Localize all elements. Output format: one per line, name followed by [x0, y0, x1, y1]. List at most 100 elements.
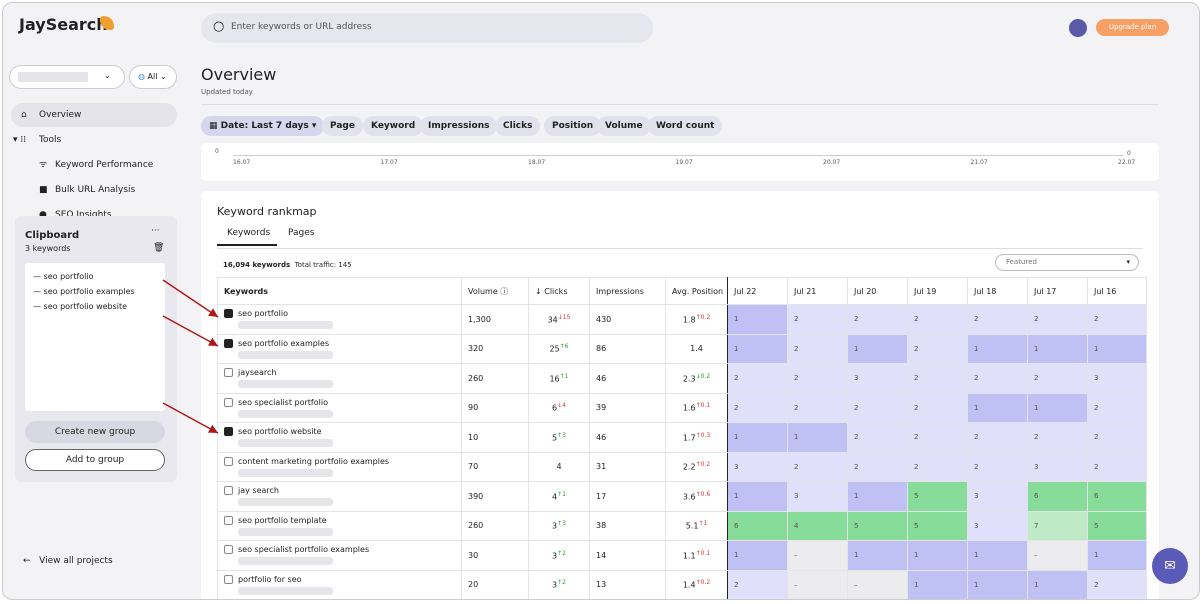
avatar[interactable] [1069, 19, 1087, 37]
rank-cell: 2 [967, 363, 1028, 394]
view-all-label: View all projects [39, 556, 113, 566]
checkbox[interactable] [224, 397, 233, 407]
column-label: Jul 21 [794, 286, 817, 296]
keyword-cell: seo portfolio template [217, 510, 462, 541]
checkbox[interactable] [224, 574, 233, 584]
change: ↑0.2 [695, 313, 711, 321]
clipboard-title: Clipboard [25, 230, 80, 241]
filter-label: Volume [605, 121, 643, 131]
change: ↑0.6 [695, 490, 711, 498]
impressions: 31 [589, 451, 666, 482]
filter-label: Word count [656, 121, 715, 131]
filter-pill[interactable]: ▦ Date: Last 7 days ▾ [201, 116, 325, 136]
date-label: 17.07 [380, 159, 398, 166]
tab-keywords[interactable]: Keywords [227, 228, 271, 238]
rank-cell: 5 [907, 481, 968, 512]
position: 2.3 [682, 374, 696, 384]
checkbox[interactable] [224, 515, 233, 525]
blurred-url [238, 527, 333, 536]
column-label: Keywords [224, 286, 269, 296]
keyword: seo portfolio examples [238, 338, 330, 348]
checkbox[interactable] [224, 427, 233, 437]
trash-icon[interactable]: 🗑 [153, 243, 165, 253]
change: ↑2 [557, 579, 566, 587]
rankmap-card: Keyword rankmap Keywords Pages 16,094 ke… [201, 191, 1159, 599]
column-label: Avg. Position [672, 286, 724, 296]
filter-pill[interactable]: Position [544, 116, 602, 136]
blurred-url [238, 557, 333, 566]
rank-cell: 7 [1027, 510, 1088, 541]
filter-pill[interactable]: Clicks [495, 116, 541, 136]
rank-cell: 1 [727, 422, 788, 453]
nav-overview[interactable]: ⌂ Overview [11, 103, 177, 127]
blurred-url [238, 498, 333, 507]
checkbox[interactable] [224, 456, 233, 466]
volume: 10 [461, 422, 529, 453]
project-select[interactable]: ⌄ [9, 65, 125, 89]
add-group-button[interactable]: Add to group [25, 449, 165, 471]
rank-cell: 1 [907, 569, 968, 599]
rank-cell: – [847, 569, 908, 599]
position: 2.2 [682, 463, 696, 473]
filter-pill[interactable]: Impressions [420, 116, 498, 136]
change: ↑1 [557, 490, 566, 498]
arrow [162, 402, 219, 434]
keyword-cell: seo portfolio website [217, 422, 462, 453]
checkbox[interactable] [224, 309, 233, 319]
rank-cell: 1 [1027, 392, 1088, 423]
checkbox[interactable] [224, 545, 233, 555]
volume: 390 [461, 481, 529, 512]
sort-select[interactable]: Featured ▾ [995, 254, 1139, 271]
impressions: 17 [589, 481, 666, 512]
rank-cell: 2 [907, 422, 968, 453]
rank-cell: 2 [1087, 392, 1147, 423]
nav-tools[interactable]: ▾ ⁞⁞ Tools [13, 135, 62, 145]
checkbox[interactable] [224, 338, 233, 348]
create-group-button[interactable]: Create new group [25, 421, 165, 443]
keyword-row: jay search 390 4↑1 17 3.6↑0.6 1 3 1 5 3 6 6 [217, 481, 1147, 512]
nav-seo-insights[interactable]: ● SEO Insights [39, 210, 112, 220]
position: 1.1 [682, 551, 696, 561]
nav-label: Keyword Performance [55, 160, 154, 170]
blurred-url [238, 380, 333, 389]
checkbox[interactable] [224, 486, 233, 496]
date-label: 18.07 [528, 159, 546, 166]
chat-button[interactable]: ✉ [1152, 548, 1188, 584]
rank-cell: 2 [1087, 304, 1147, 335]
tab-pages[interactable]: Pages [288, 228, 315, 238]
rank-cell: 2 [967, 422, 1028, 453]
filter-pill[interactable]: Keyword [363, 116, 424, 136]
keyword: seo portfolio website [238, 427, 322, 437]
filter-label: Position [552, 121, 594, 131]
nav-bulk-url[interactable]: ■ Bulk URL Analysis [39, 185, 136, 195]
clipboard-item: — seo portfolio [33, 272, 94, 281]
upgrade-button[interactable]: Upgrade plan [1096, 19, 1169, 36]
annotation-arrows [162, 279, 219, 434]
date-label: 16.07 [233, 159, 251, 166]
column-header: Avg. Position [665, 277, 728, 305]
search-box[interactable]: ○ Enter keywords or URL address [201, 13, 653, 43]
filter-pill[interactable]: Word count [648, 116, 723, 136]
menu-icon[interactable]: ··· [151, 226, 160, 236]
summary: 16,094 keywords Total traffic: 145 [223, 261, 352, 269]
filter-pill[interactable]: Page [322, 116, 363, 136]
view-all-projects[interactable]: ← View all projects [23, 556, 113, 566]
rank-cell: 1 [847, 481, 908, 512]
search-icon: ○ [213, 19, 225, 34]
column-header: Jul 19 [907, 277, 968, 305]
checkbox[interactable] [224, 368, 233, 378]
column-header: ↓ Clicks [528, 277, 590, 305]
rank-cell: 6 [1087, 481, 1147, 512]
rank-cell: 2 [727, 569, 788, 599]
clicks: 6 [552, 404, 558, 414]
change: ↑1 [698, 520, 708, 528]
nav-label: SEO Insights [55, 210, 112, 220]
filter-pill[interactable]: Volume [597, 116, 651, 136]
clicks: 34 [547, 315, 558, 325]
rankmap-title: Keyword rankmap [217, 205, 317, 218]
filter-all[interactable]: ◍ All ⌄ [129, 65, 177, 89]
impressions: 46 [589, 422, 666, 453]
nav-keyword-performance[interactable]: ᯤ Keyword Performance [39, 160, 154, 170]
blurred-url [238, 409, 333, 418]
filter-label: Page [330, 121, 355, 131]
